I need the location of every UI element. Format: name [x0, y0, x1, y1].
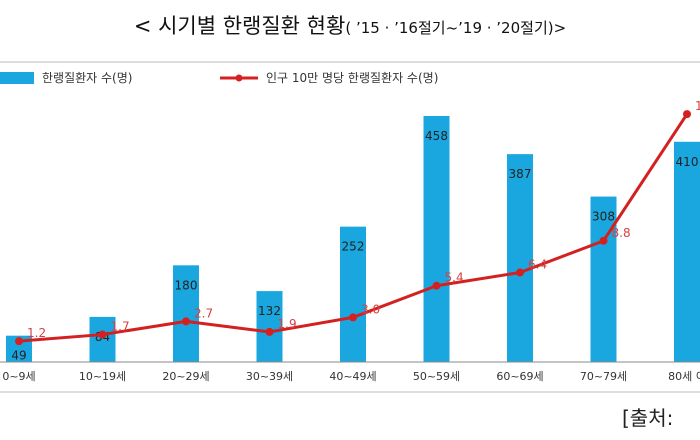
line-point	[432, 281, 441, 290]
bar-value-label: 308	[592, 210, 615, 224]
x-tick-label: 30~39세	[246, 370, 293, 383]
line-point	[683, 110, 691, 119]
line-point	[349, 313, 357, 322]
x-tick-label: 70~79세	[580, 370, 627, 383]
line-value-label: 5.4	[445, 271, 464, 285]
line-value-label: 1	[695, 99, 700, 113]
bar	[340, 226, 366, 362]
bar	[256, 291, 283, 362]
bar-value-label: 132	[258, 304, 281, 318]
bar-value-label: 49	[11, 349, 26, 363]
bar	[89, 316, 116, 362]
bar	[507, 154, 533, 362]
bar	[590, 196, 617, 362]
line-point	[182, 317, 190, 326]
bar-series	[6, 116, 700, 362]
line-point	[265, 327, 274, 336]
chart-title: < 시기별 한랭질환 현황( ’15 · ’16절기~’19 · ’20절기)>	[0, 10, 700, 40]
legend-line-label: 인구 10만 명당 한랭질환자 수(명)	[266, 71, 438, 85]
bar-value-labels: 4984180132252458387308410	[11, 129, 698, 363]
bar	[674, 141, 700, 362]
x-tick-label: 10~19세	[79, 370, 126, 383]
line-value-label: 2.7	[194, 306, 213, 320]
bar-value-label: 458	[425, 129, 448, 143]
x-tick-label: 80세 이	[668, 370, 700, 383]
bar-value-label: 180	[175, 278, 198, 292]
x-tick-label: 50~59세	[413, 370, 460, 383]
bar-value-label: 410	[676, 155, 699, 169]
line-markers	[15, 110, 691, 346]
line-point	[98, 330, 107, 339]
x-tick-label: 0~9세	[2, 370, 35, 383]
bar-value-label: 387	[509, 167, 532, 181]
bar	[423, 116, 450, 362]
source-note: [출처:	[622, 406, 674, 430]
x-tick-label: 40~49세	[329, 370, 376, 383]
bar	[173, 265, 199, 362]
legend-bar-label: 한랭질환자 수(명)	[42, 71, 132, 85]
line-point	[599, 236, 608, 245]
legend-bar-swatch	[0, 72, 34, 84]
line-value-label: 1.7	[111, 320, 130, 334]
line-value-label: 6.4	[528, 258, 547, 272]
legend-line-marker	[235, 74, 243, 82]
legend: 한랭질환자 수(명) 인구 10만 명당 한랭질환자 수(명)	[0, 71, 438, 85]
line-value-labels: 1.2 1.7 2.7 1.9 3.0 5.4 6.4 8.8 1	[27, 99, 700, 340]
x-tick-label: 60~69세	[496, 370, 543, 383]
title-main: < 시기별 한랭질환 현황	[133, 14, 346, 38]
x-tick-label: 20~29세	[162, 370, 209, 383]
bar-value-label: 252	[342, 240, 365, 254]
line-value-label: 3.0	[361, 302, 380, 316]
line-value-label: 8.8	[612, 226, 631, 240]
line-point	[15, 337, 23, 346]
title-subtitle: ( ’15 · ’16절기~’19 · ’20절기)>	[345, 19, 567, 37]
line-point	[516, 268, 524, 277]
line-value-label: 1.9	[278, 317, 297, 331]
line-value-label: 1.2	[27, 326, 46, 340]
x-tick-labels: 0~9세 10~19세 20~29세 30~39세 40~49세 50~59세 60~69세…	[2, 370, 700, 383]
